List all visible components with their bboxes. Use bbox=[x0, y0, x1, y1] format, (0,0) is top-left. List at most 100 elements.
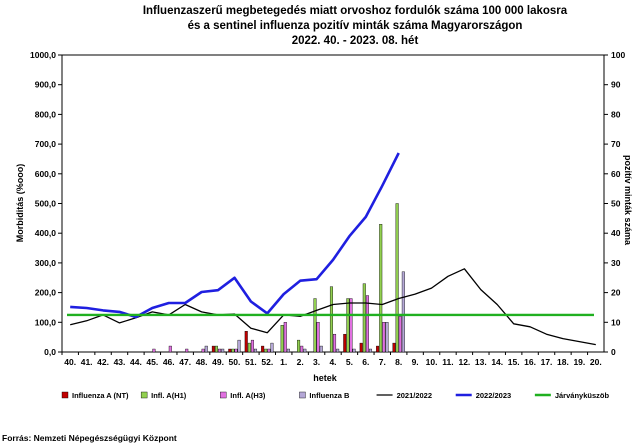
legend-label-infl-a-h1: Infl. A(H1) bbox=[151, 391, 187, 400]
x-tick-label: 15. bbox=[508, 357, 520, 367]
y-axis-title: Morbiditás (%ooo) bbox=[15, 164, 25, 243]
bar-influenza-a-nt bbox=[244, 331, 248, 353]
x-tick-label: 4. bbox=[329, 357, 336, 367]
y2-axis-title: pozitív minták száma bbox=[623, 155, 633, 246]
y-tick-label: 200,0 bbox=[35, 288, 57, 298]
bar-infl-a-h1 bbox=[297, 339, 301, 353]
x-axis-title: hetek bbox=[313, 373, 338, 383]
bar-infl-a-h3 bbox=[349, 298, 353, 353]
y2-tick-label: 80 bbox=[611, 109, 621, 119]
bar-infl-a-h3 bbox=[267, 348, 271, 353]
x-tick-label: 9. bbox=[412, 357, 419, 367]
bar-influenza-b bbox=[204, 345, 208, 353]
legend-swatch-influenza-b bbox=[299, 391, 306, 399]
bar-infl-a-h1 bbox=[247, 342, 251, 353]
bar-influenza-b bbox=[254, 348, 258, 353]
x-tick-label: 42. bbox=[97, 357, 109, 367]
bar-infl-a-h1 bbox=[214, 345, 218, 353]
legend-swatch-infl-a-h1 bbox=[140, 391, 148, 399]
x-tick-label: 50. bbox=[229, 357, 241, 367]
bar-infl-a-h1 bbox=[329, 286, 333, 353]
bar-infl-a-h3 bbox=[316, 322, 320, 353]
y-tick-label: 300,0 bbox=[35, 258, 57, 268]
y2-tick-label: 70 bbox=[611, 139, 621, 149]
bar-influenza-b bbox=[336, 348, 340, 353]
bar-infl-a-h3 bbox=[398, 316, 402, 353]
x-tick-label: 40. bbox=[64, 357, 76, 367]
bar-infl-a-h3 bbox=[382, 322, 386, 353]
x-axis-tick-labels: 40. 41. 42. 43. 44. 45. 46. 47. 48. 49. 50. 51. 52. 1… bbox=[61, 352, 602, 367]
bar-infl-a-h3 bbox=[234, 348, 238, 353]
x-tick-label: 2. bbox=[297, 357, 304, 367]
legend-label-influenza-b: Influenza B bbox=[309, 391, 350, 400]
legend-label-2021-2022: 2021/2022 bbox=[397, 391, 432, 400]
x-tick-label: 41. bbox=[81, 357, 93, 367]
bar-influenza-a-nt bbox=[376, 345, 380, 353]
x-tick-label: 3. bbox=[313, 357, 320, 367]
legend-label-infl-a-h3: Infl. A(H3) bbox=[230, 391, 266, 400]
line-series-group bbox=[67, 152, 596, 346]
source-note: Forrás: Nemzeti Népegészségügyi Központ bbox=[2, 433, 177, 443]
x-tick-label: 19. bbox=[573, 357, 585, 367]
bar-infl-a-h3 bbox=[152, 348, 156, 353]
bar-influenza-b bbox=[303, 348, 307, 353]
x-tick-label: 13. bbox=[475, 357, 487, 367]
y2-tick-label: 10 bbox=[611, 317, 621, 327]
x-tick-label: 44. bbox=[130, 357, 142, 367]
bar-influenza-b bbox=[368, 348, 372, 353]
chart-title: Influenzaszerű megbetegedés miatt orvosh… bbox=[143, 5, 568, 47]
y2-tick-label: 0 bbox=[611, 347, 616, 357]
y2-axis-tick-labels: 0 10 20 30 40 50 60 70 80 90 100 bbox=[604, 50, 625, 357]
x-tick-label: 45. bbox=[146, 357, 158, 367]
bar-influenza-b bbox=[221, 348, 225, 353]
x-tick-label: 46. bbox=[163, 357, 175, 367]
x-tick-label: 12. bbox=[458, 357, 470, 367]
bar-influenza-a-nt bbox=[211, 345, 215, 353]
x-tick-label: 20. bbox=[590, 357, 602, 367]
y-tick-label: 0,0 bbox=[44, 347, 56, 357]
bar-infl-a-h1 bbox=[280, 325, 284, 353]
bar-infl-a-h1 bbox=[264, 348, 268, 353]
bar-influenza-b bbox=[319, 345, 323, 353]
legend-label-influenza-a-nt: Influenza A (NT) bbox=[72, 391, 129, 400]
bar-series-group bbox=[152, 203, 405, 353]
y-tick-label: 900,0 bbox=[35, 80, 57, 90]
x-tick-label: 11. bbox=[442, 357, 453, 367]
y2-tick-label: 60 bbox=[611, 169, 621, 179]
bar-influenza-a-nt bbox=[261, 345, 265, 353]
y-tick-label: 500,0 bbox=[35, 199, 57, 209]
x-tick-label: 47. bbox=[179, 357, 191, 367]
y2-tick-label: 40 bbox=[611, 228, 621, 238]
bar-influenza-a-nt bbox=[359, 342, 363, 353]
x-tick-label: 18. bbox=[557, 357, 569, 367]
x-tick-label: 1. bbox=[280, 357, 287, 367]
bar-influenza-b bbox=[270, 342, 274, 353]
bar-influenza-b bbox=[352, 348, 356, 353]
x-tick-label: 48. bbox=[196, 357, 208, 367]
y2-tick-label: 50 bbox=[611, 199, 621, 209]
bar-infl-a-h1 bbox=[313, 298, 317, 353]
x-tick-label: 49. bbox=[212, 357, 224, 367]
bar-infl-a-h3 bbox=[300, 345, 304, 353]
y-axis-tick-labels: 0,0 100,0 200,0 300,0 400,0 500,0 600,0 700,0 80… bbox=[30, 50, 62, 357]
x-tick-label: 5. bbox=[346, 357, 353, 367]
bar-infl-a-h3 bbox=[365, 295, 369, 353]
legend-swatch-infl-a-h3 bbox=[220, 391, 227, 399]
plot-area-frame bbox=[61, 54, 605, 353]
x-tick-label: 8. bbox=[395, 357, 402, 367]
bar-infl-a-h3 bbox=[283, 322, 287, 353]
bar-infl-a-h1 bbox=[395, 203, 399, 353]
bar-influenza-a-nt bbox=[392, 342, 396, 353]
y-tick-label: 600,0 bbox=[35, 169, 57, 179]
chart-title-line-2: és a sentinel influenza pozitív minták s… bbox=[188, 20, 523, 32]
legend-label-j-rv-nyk-sz-b: Járványküszöb bbox=[555, 391, 610, 400]
bar-influenza-b bbox=[401, 271, 405, 353]
bar-infl-a-h3 bbox=[201, 348, 205, 353]
y-tick-label: 400,0 bbox=[35, 228, 57, 238]
x-tick-label: 17. bbox=[541, 357, 553, 367]
bar-infl-a-h1 bbox=[362, 283, 366, 353]
x-tick-label: 6. bbox=[362, 357, 369, 367]
y2-tick-label: 90 bbox=[611, 80, 621, 90]
legend-label-2022-2023: 2022/2023 bbox=[476, 391, 511, 400]
